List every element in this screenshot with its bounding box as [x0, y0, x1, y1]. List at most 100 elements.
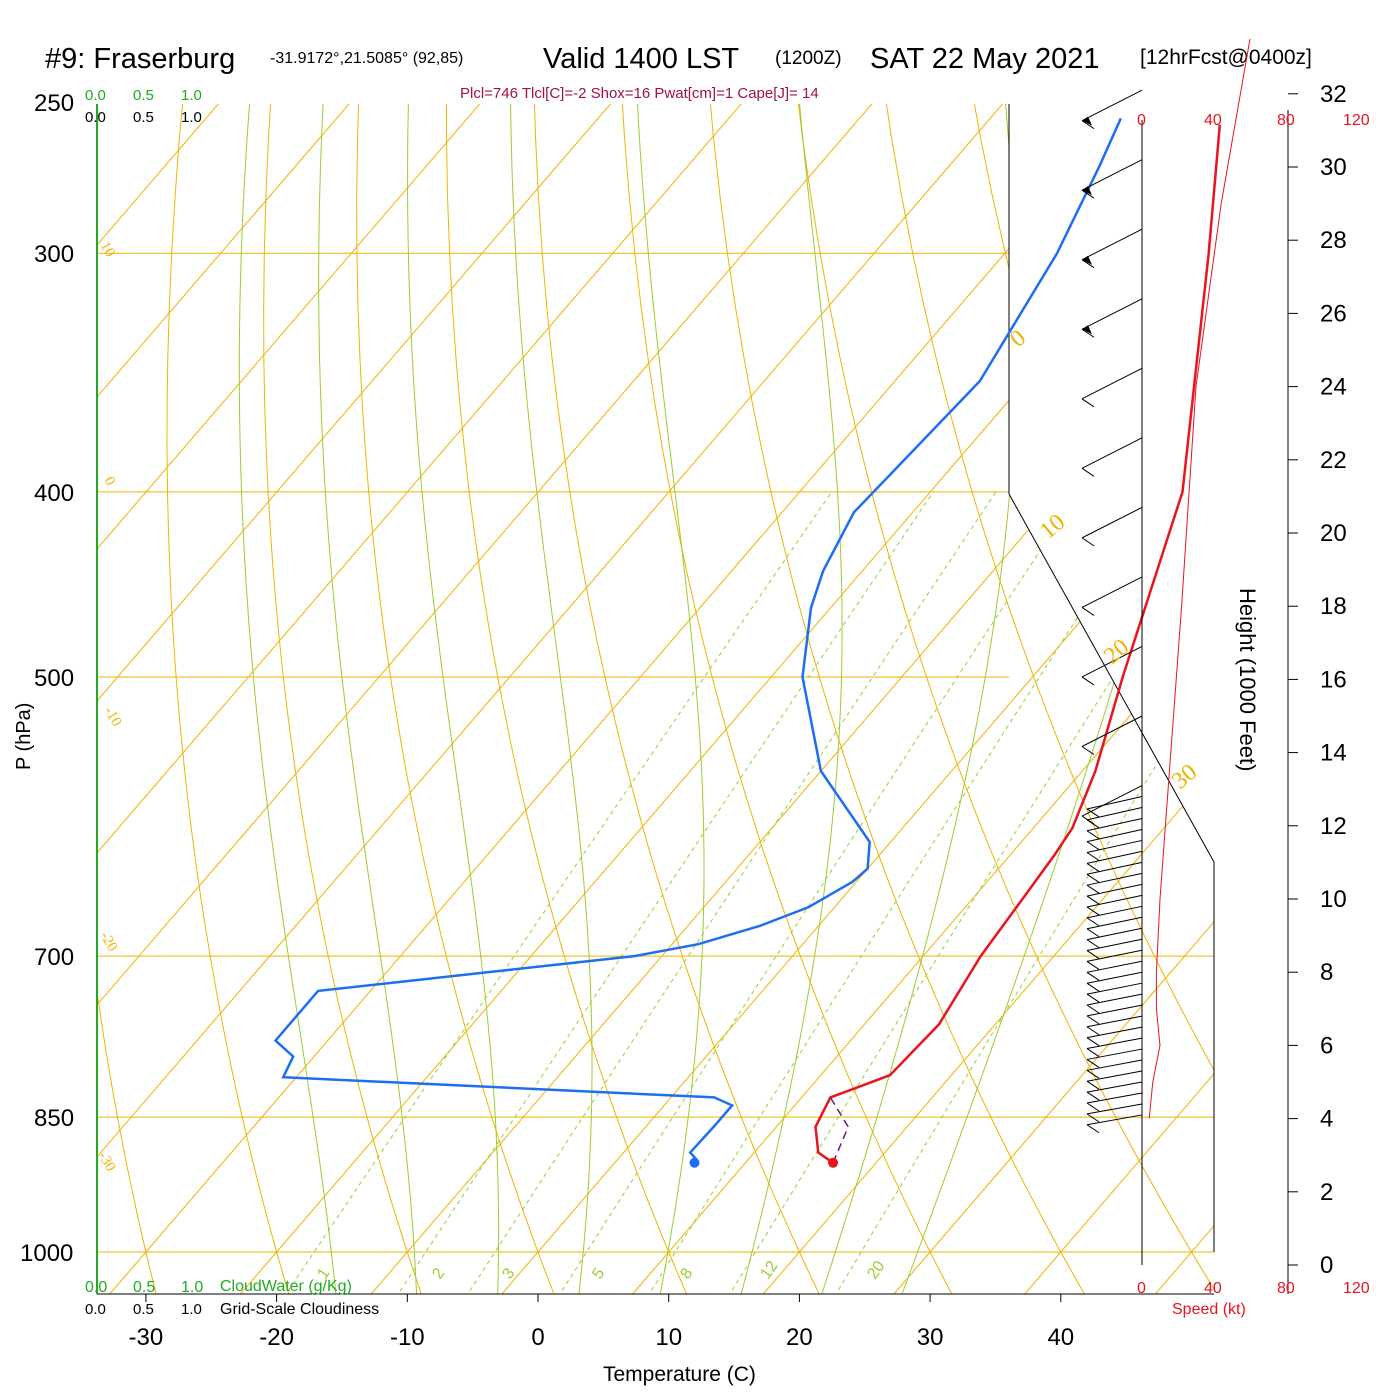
valid-date: SAT 22 May 2021: [870, 43, 1099, 75]
station-title: #9: Fraserburg: [45, 43, 235, 75]
isotherm-line: [97, 104, 380, 1294]
wind-barb: [1086, 839, 1143, 854]
pressure-tick-label: 250: [34, 90, 74, 117]
dry-adiabat-line: [166, 104, 301, 1294]
wind-barb: [1086, 883, 1143, 897]
valid-time: Valid 1400 LST: [543, 43, 739, 75]
wind-barb-pennant: [1082, 325, 1092, 335]
wind-barb: [1086, 927, 1143, 941]
wind-barb: [1081, 576, 1143, 608]
wind-barb-flag: [1086, 928, 1100, 938]
dewpoint-line: [273, 117, 1122, 1161]
wind-barb: [1086, 1026, 1143, 1039]
mixing-ratio-line: [260, 491, 833, 1294]
wind-barb: [1081, 159, 1143, 191]
wind-barb: [1086, 861, 1143, 875]
moist-adiabat-line: [238, 104, 340, 1294]
speed-tick-3-top: 120: [1343, 112, 1370, 129]
speed-tick-3-bottom: 120: [1343, 1280, 1370, 1297]
isotherm-label: 30: [1167, 759, 1202, 794]
y-axis-title: P (hPa): [13, 703, 35, 770]
isotherm-line: [97, 104, 1034, 1294]
height-tick-label: 26: [1320, 300, 1347, 327]
height-tick-label: 22: [1320, 447, 1347, 474]
wind-barb-flag: [1086, 1102, 1100, 1112]
dry-adiabat-line: [786, 104, 1214, 1294]
pressure-tick-label: 500: [34, 665, 74, 692]
pressure-tick-label: 850: [34, 1105, 74, 1132]
height-tick-label: 20: [1320, 520, 1347, 547]
wind-barb: [1081, 646, 1143, 678]
isotherm-label: 10: [97, 239, 118, 260]
isotherm-line: [208, 104, 1214, 1294]
isotherm-line: [97, 104, 903, 1294]
wind-barb: [1086, 807, 1143, 821]
pressure-tick-label: 1000: [20, 1240, 73, 1267]
wind-barb-flag: [1081, 259, 1095, 269]
mixing-ratio-label: 20: [864, 1258, 888, 1282]
cloud-scale-bottom: 0.0 0.5 1.0 CloudWater (g/Kg) 0.0 0.5 1.…: [85, 1278, 379, 1318]
wind-barb: [1086, 817, 1143, 832]
speed-tick-2-top: 80: [1277, 112, 1295, 129]
wind-barb-flag: [1081, 676, 1095, 686]
wind-barb-flag: [1081, 746, 1095, 755]
wind-barb-flag: [1081, 120, 1095, 130]
wind-barb: [1081, 715, 1143, 747]
stability-indices: Plcl=746 Tlcl[C]=-2 Shox=16 Pwat[cm]=1 C…: [460, 85, 819, 102]
cloudwater-label: CloudWater (g/Kg): [220, 1278, 352, 1295]
cloudiness-label: Grid-Scale Cloudiness: [220, 1301, 379, 1318]
moist-adiabat-line: [634, 104, 705, 1294]
plot-frame: [1008, 104, 1215, 1252]
wind-barb: [1081, 437, 1143, 469]
cw-tick-0-bottom: 0.0: [85, 1279, 107, 1296]
wind-barb: [1086, 982, 1143, 995]
wind-barb-flag: [1086, 841, 1100, 851]
isotherm-label: -20: [97, 929, 121, 954]
wind-barbs: [1081, 38, 1251, 1265]
isotherm-label: 10: [1035, 509, 1070, 544]
speed-tick-1-top: 40: [1204, 112, 1222, 129]
mixing-ratio-label: 12: [757, 1258, 781, 1282]
wind-barb-flag: [1081, 467, 1095, 477]
temp-tick-label: 10: [655, 1324, 682, 1351]
axes: 1 2 3 5 8 12 20100-10-20-300102030250300400500…: [20, 81, 1347, 1351]
wind-barb: [1086, 960, 1143, 973]
wind-barb: [1081, 506, 1143, 539]
wind-barb: [1086, 1048, 1143, 1060]
cc-tick-2: 1.0: [181, 109, 202, 126]
wind-barb-pennant: [1082, 116, 1092, 126]
wind-barb-pennant: [1082, 186, 1092, 196]
temp-tick-label: 20: [786, 1324, 813, 1351]
wind-barb-flag: [1086, 1069, 1100, 1079]
height-tick-label: 0: [1320, 1252, 1333, 1279]
wind-barb-flag: [1086, 971, 1100, 981]
wind-barb: [1086, 916, 1143, 930]
parcel-path-line: [829, 1097, 850, 1164]
isotherm-label: -30: [95, 1149, 119, 1174]
isotherm-line: [97, 104, 1164, 1294]
wind-barb-flag: [1086, 1059, 1100, 1068]
wind-barb: [1081, 367, 1143, 400]
isotherm-line: [731, 104, 1214, 1294]
isotherm-line: [97, 104, 511, 1294]
wind-barb-flag: [1086, 906, 1100, 916]
pressure-tick-label: 700: [34, 944, 74, 971]
speed-tick-0-bottom: 0: [1137, 1280, 1146, 1297]
height-tick-label: 12: [1320, 813, 1347, 840]
cc-tick-0-bottom: 0.0: [85, 1301, 106, 1318]
height-tick-label: 14: [1320, 740, 1347, 767]
mixing-ratio-line: [373, 491, 934, 1294]
dry-adiabat-line: [702, 104, 1107, 1294]
mixing-ratio-line: [535, 491, 1080, 1294]
wind-barb-flag: [1086, 873, 1100, 883]
wind-barb: [1086, 796, 1143, 810]
wind-barb-flag: [1086, 961, 1100, 970]
wind-barb-flag: [1086, 1037, 1100, 1047]
temp-tick-label: 0: [531, 1324, 544, 1351]
wind-barb: [1086, 1037, 1143, 1050]
wind-barb-flag: [1086, 830, 1100, 840]
wind-barb-flag: [1086, 1048, 1100, 1057]
cw-tick-1-bottom: 0.5: [133, 1279, 155, 1296]
cw-tick-2: 1.0: [181, 87, 202, 104]
isotherm-line: [992, 104, 1214, 1294]
